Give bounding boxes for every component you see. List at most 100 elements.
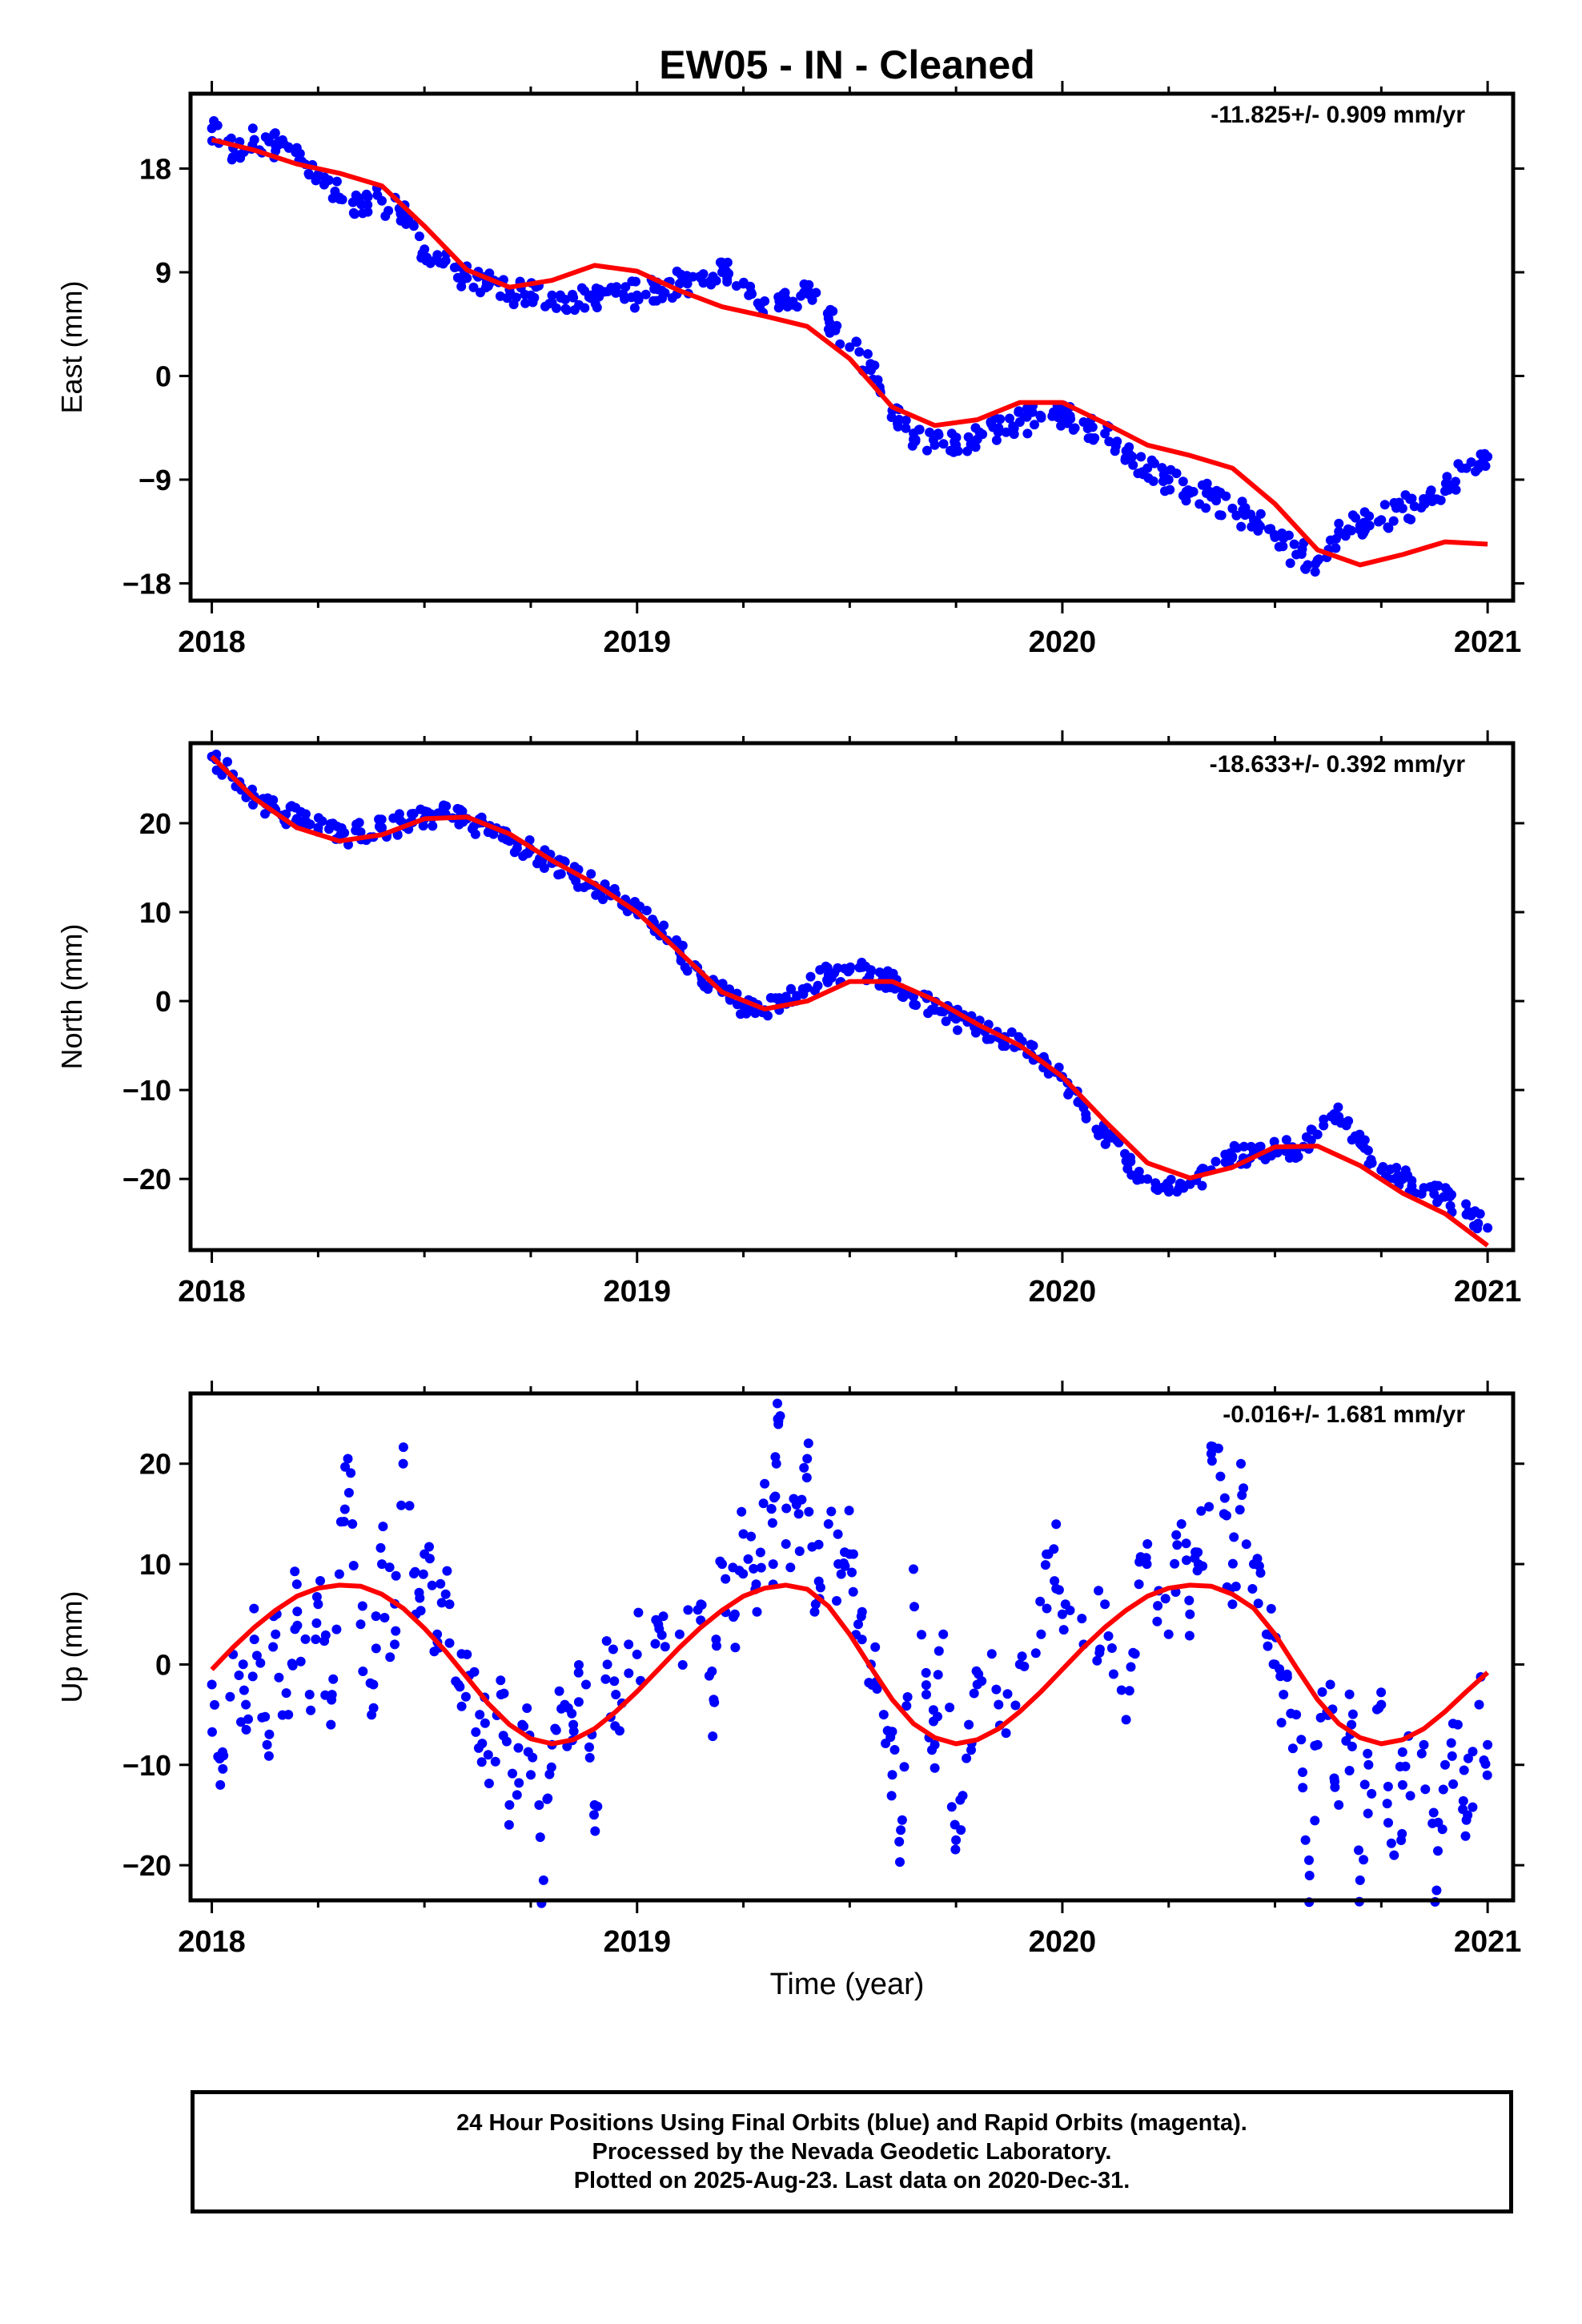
up-data-point [291,1579,302,1590]
north-data-points [207,750,1493,1234]
north-data-point [394,809,404,819]
up-data-point [499,1688,509,1699]
up-data-point [1448,1779,1459,1789]
up-data-point [1092,1655,1102,1666]
up-data-point [1397,1747,1407,1757]
east-ytick-label: 0 [155,360,171,392]
east-data-point [1443,485,1454,495]
up-data-point [677,1660,688,1670]
up-data-point [651,1614,661,1625]
up-data-point [1229,1532,1239,1542]
north-data-point [1333,1102,1343,1112]
up-data-point [1367,1788,1377,1799]
east-data-point [953,446,963,456]
up-data-point [281,1688,291,1699]
east-model-curve [211,137,1488,568]
north-data-point [1440,1183,1451,1193]
up-data-point [1355,1875,1365,1885]
up-ytick-label: −20 [122,1849,171,1882]
east-data-point [845,342,855,352]
east-data-point [1347,510,1358,521]
up-data-point [1279,1690,1289,1699]
east-data-point [1027,407,1038,417]
north-data-point [300,809,311,819]
east-data-point [1406,514,1416,525]
up-data-point [752,1606,762,1617]
east-data-point [1019,412,1030,422]
east-data-point [901,415,911,425]
north-data-point [1390,1173,1400,1184]
north-data-point [1122,1156,1133,1166]
up-data-point [1182,1555,1191,1566]
east-data-point [1334,518,1344,529]
north-data-point [1100,1139,1110,1149]
north-data-point [351,819,362,830]
up-data-point [601,1636,612,1647]
up-data-point [813,1576,824,1586]
up-data-point [938,1629,949,1639]
up-data-point [551,1725,561,1735]
up-data-point [1266,1603,1276,1614]
up-data-point [945,1703,955,1713]
north-data-point [374,814,384,825]
east-data-point [260,132,271,143]
up-data-point [766,1504,777,1514]
east-data-point [938,439,949,449]
up-data-point [418,1569,428,1579]
up-data-point [1474,1699,1484,1710]
up-data-point [1130,1649,1140,1659]
east-data-point [1030,420,1039,430]
up-data-point [574,1660,584,1670]
east-rate-label: -11.825+/- 0.909 mm/yr [1211,102,1465,128]
up-data-point [730,1642,741,1653]
up-data-point [239,1685,249,1695]
east-plot-frame [188,91,1516,603]
east-data-point [862,349,873,359]
east-data-point [993,427,1003,437]
up-data-point [304,1690,315,1699]
east-data-point [1300,564,1311,574]
up-data-point [633,1607,644,1618]
up-data-point [424,1542,434,1552]
north-data-point [539,863,549,873]
up-data-point [1207,1456,1217,1466]
east-data-point [1112,436,1122,447]
north-data-point [392,830,403,840]
up-data-point [897,1815,907,1825]
east-data-point [1340,531,1351,541]
up-data-point [1227,1558,1238,1569]
up-data-point [1304,1855,1314,1865]
up-data-point [1383,1781,1393,1791]
north-data-point [1343,1116,1354,1126]
up-data-point [1359,1855,1369,1865]
north-data-point [1446,1190,1456,1200]
up-data-point [1363,1748,1373,1759]
up-data-point [1310,1815,1320,1826]
up-data-point [1440,1759,1450,1770]
east-data-point [592,303,602,312]
up-data-point [292,1620,303,1630]
up-data-point [379,1613,390,1622]
up-data-point [930,1763,940,1773]
north-data-point [1416,1188,1427,1199]
up-data-point [1298,1783,1308,1793]
up-data-point [1300,1835,1311,1845]
up-data-point [1325,1679,1335,1690]
north-data-point [573,882,583,892]
east-data-point [1195,499,1205,509]
east-data-point [456,281,467,292]
east-data-point [922,445,932,456]
north-data-point [339,828,350,838]
north-data-point [1006,1027,1017,1037]
east-data-point [330,187,340,196]
up-data-point [1382,1799,1392,1809]
up-data-point [247,1671,258,1682]
up-xtick-label: 2018 [178,1925,246,1959]
up-data-point [311,1618,322,1628]
up-data-point [1480,1759,1491,1769]
east-data-point [631,276,640,287]
up-ytick-label: 10 [139,1548,171,1581]
up-data-point [255,1658,266,1668]
north-data-point [441,801,452,811]
up-data-point [1275,1664,1285,1675]
